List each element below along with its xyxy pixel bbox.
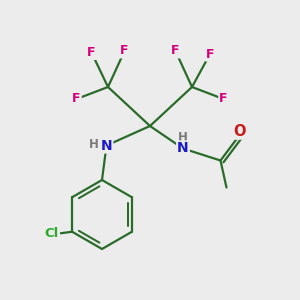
Text: N: N — [101, 139, 112, 152]
Text: O: O — [234, 124, 246, 139]
Text: Cl: Cl — [45, 227, 59, 240]
Text: H: H — [89, 138, 99, 152]
Text: F: F — [171, 44, 180, 58]
Text: F: F — [219, 92, 228, 106]
Text: N: N — [177, 142, 189, 155]
Text: F: F — [120, 44, 129, 58]
Text: F: F — [72, 92, 81, 106]
Text: F: F — [87, 46, 96, 59]
Text: F: F — [206, 47, 214, 61]
Text: H: H — [178, 130, 188, 144]
